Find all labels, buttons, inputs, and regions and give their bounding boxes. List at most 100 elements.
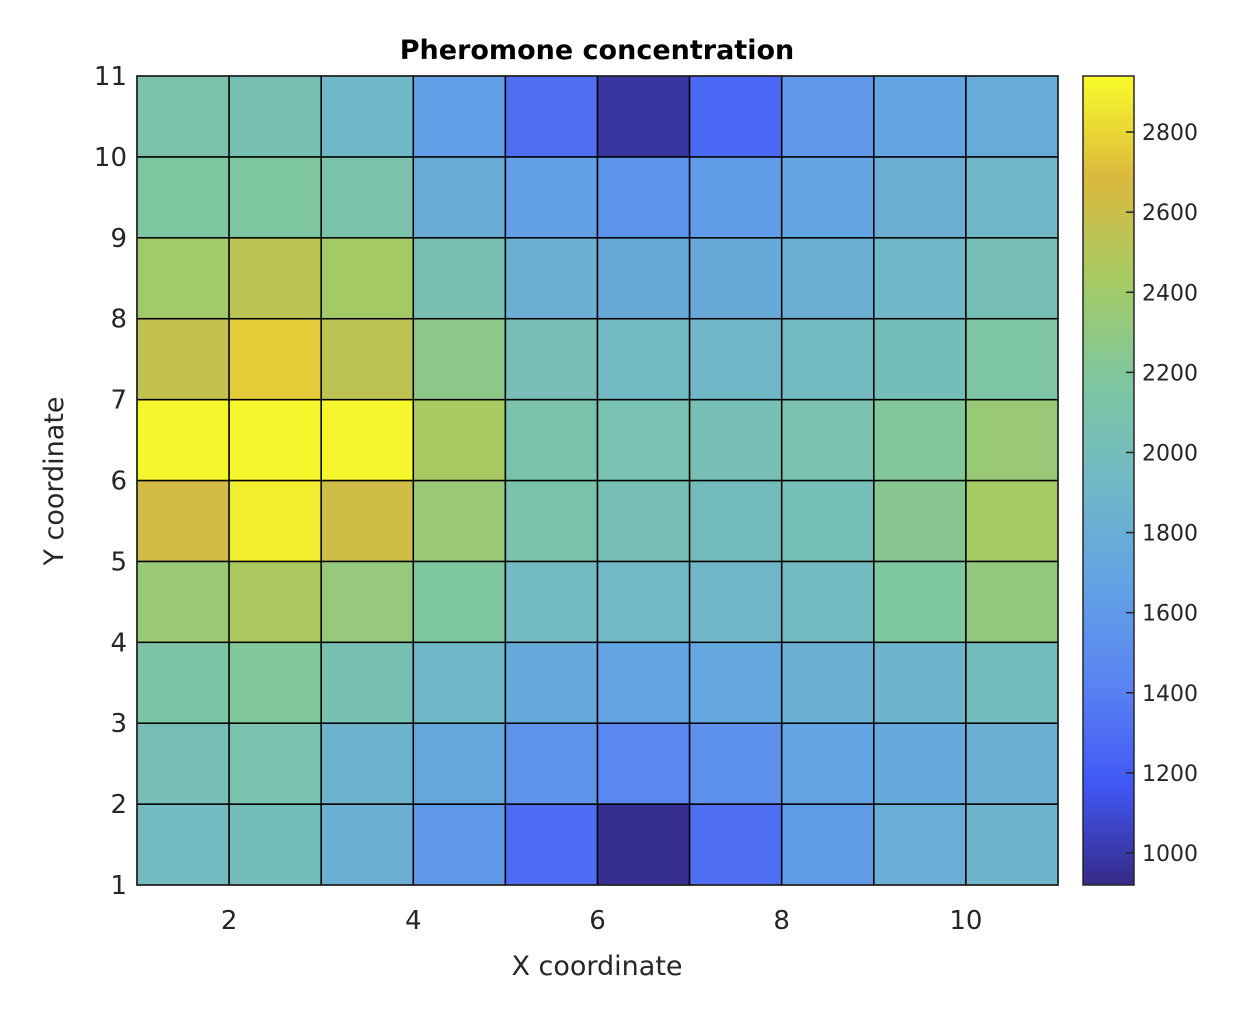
- heatmap-cell: [228, 641, 322, 724]
- heatmap-cell: [596, 317, 691, 401]
- heatmap-cell: [228, 156, 322, 239]
- heatmap-cell: [780, 803, 875, 886]
- heatmap-cell: [228, 803, 322, 886]
- heatmap-cell: [965, 479, 1059, 563]
- colorbar: [1082, 75, 1135, 886]
- colorbar-tick-label: 1000: [1142, 842, 1198, 867]
- heatmap-cell: [873, 641, 967, 724]
- heatmap-cell: [320, 803, 415, 886]
- heatmap-cell: [504, 156, 599, 239]
- x-tick-label: 4: [405, 906, 422, 936]
- heatmap-cell: [873, 75, 967, 158]
- heatmap-cell: [136, 560, 230, 644]
- heatmap-cell: [688, 317, 783, 401]
- heatmap-cell: [228, 237, 322, 320]
- colorbar-tick-label: 2800: [1142, 121, 1198, 146]
- heatmap-cell: [873, 317, 967, 401]
- heatmap-cell: [596, 75, 691, 158]
- heatmap-cell: [320, 560, 415, 644]
- heatmap-cell: [873, 156, 967, 239]
- heatmap-cell: [320, 237, 415, 320]
- heatmap-cell: [965, 641, 1059, 724]
- y-ticks: 1 2 3 4 5 6 7 8 9 10 11: [94, 62, 127, 901]
- heatmap-cell: [412, 641, 507, 724]
- heatmap-cell: [136, 398, 230, 482]
- heatmap-cell: [965, 237, 1059, 320]
- heatmap-cell: [873, 722, 967, 805]
- y-tick-label: 3: [110, 709, 127, 739]
- heatmap-cell: [965, 156, 1059, 239]
- x-tick-label: 8: [773, 906, 790, 936]
- heatmap-cell: [504, 560, 599, 644]
- heatmap-cell: [780, 560, 875, 644]
- heatmap-cell: [228, 317, 322, 401]
- heatmap-cell: [780, 317, 875, 401]
- colorbar-tick-label: 1400: [1142, 682, 1198, 707]
- heatmap-cell: [320, 317, 415, 401]
- x-tick-label: 2: [221, 906, 238, 936]
- heatmap-cell: [136, 75, 230, 158]
- heatmap-cell: [688, 641, 783, 724]
- heatmap-cell: [412, 398, 507, 482]
- x-ticks: 2 4 6 8 10: [221, 906, 983, 936]
- heatmap-cell: [596, 398, 691, 482]
- heatmap-cell: [228, 75, 322, 158]
- heatmap-cell: [504, 803, 599, 886]
- y-axis-label: Y coordinate: [39, 396, 70, 566]
- x-tick-label: 6: [589, 906, 606, 936]
- y-tick-label: 8: [110, 305, 127, 335]
- heatmap-cell: [320, 156, 415, 239]
- heatmap-cell: [596, 237, 691, 320]
- heatmap-cell: [136, 722, 230, 805]
- chart-title: Pheromone concentration: [400, 35, 795, 66]
- heatmap-cell: [412, 75, 507, 158]
- colorbar-ticks: 1000 1200 1400 1600 1800 2000 2200 2400 2600 2800: [1126, 121, 1198, 867]
- heatmap-cell: [412, 479, 507, 563]
- heatmap-cell: [596, 641, 691, 724]
- heatmap-cell: [965, 722, 1059, 805]
- heatmap-cell: [228, 560, 322, 644]
- heatmap-cell: [412, 156, 507, 239]
- heatmap-cell: [688, 75, 783, 158]
- heatmap-cell: [504, 237, 599, 320]
- x-axis-label: X coordinate: [511, 951, 682, 982]
- y-tick-label: 11: [94, 62, 127, 92]
- heatmap-cell: [780, 479, 875, 563]
- heatmap-cell: [320, 479, 415, 563]
- heatmap-cells: [136, 75, 1059, 886]
- heatmap-cell: [596, 722, 691, 805]
- heatmap-cell: [965, 398, 1059, 482]
- heatmap-cell: [136, 479, 230, 563]
- heatmap-cell: [504, 317, 599, 401]
- heatmap-cell: [504, 641, 599, 724]
- heatmap-cell: [136, 156, 230, 239]
- heatmap-cell: [873, 479, 967, 563]
- heatmap-cell: [136, 237, 230, 320]
- y-tick-label: 9: [110, 224, 127, 254]
- heatmap-cell: [596, 560, 691, 644]
- heatmap-cell: [412, 317, 507, 401]
- heatmap-cell: [136, 641, 230, 724]
- heatmap-cell: [228, 722, 322, 805]
- y-tick-label: 2: [110, 790, 127, 820]
- heatmap-cell: [688, 560, 783, 644]
- heatmap-cell: [873, 398, 967, 482]
- heatmap-cell: [228, 479, 322, 563]
- heatmap-cell: [412, 722, 507, 805]
- heatmap-cell: [780, 398, 875, 482]
- plot-frame: [136, 75, 1059, 886]
- heatmap-cell: [412, 803, 507, 886]
- heatmap-cell: [688, 722, 783, 805]
- y-tick-label: 7: [110, 386, 127, 416]
- colorbar-tick-label: 2000: [1142, 441, 1198, 466]
- x-tick-label: 10: [949, 906, 982, 936]
- heatmap-cell: [412, 560, 507, 644]
- heatmap-cell: [596, 803, 691, 886]
- heatmap-cell: [596, 479, 691, 563]
- heatmap-cell: [320, 398, 415, 482]
- heatmap-cell: [504, 75, 599, 158]
- heatmap-cell: [965, 803, 1059, 886]
- heatmap-cell: [873, 803, 967, 886]
- heatmap-cell: [412, 237, 507, 320]
- heatmap-cell: [965, 560, 1059, 644]
